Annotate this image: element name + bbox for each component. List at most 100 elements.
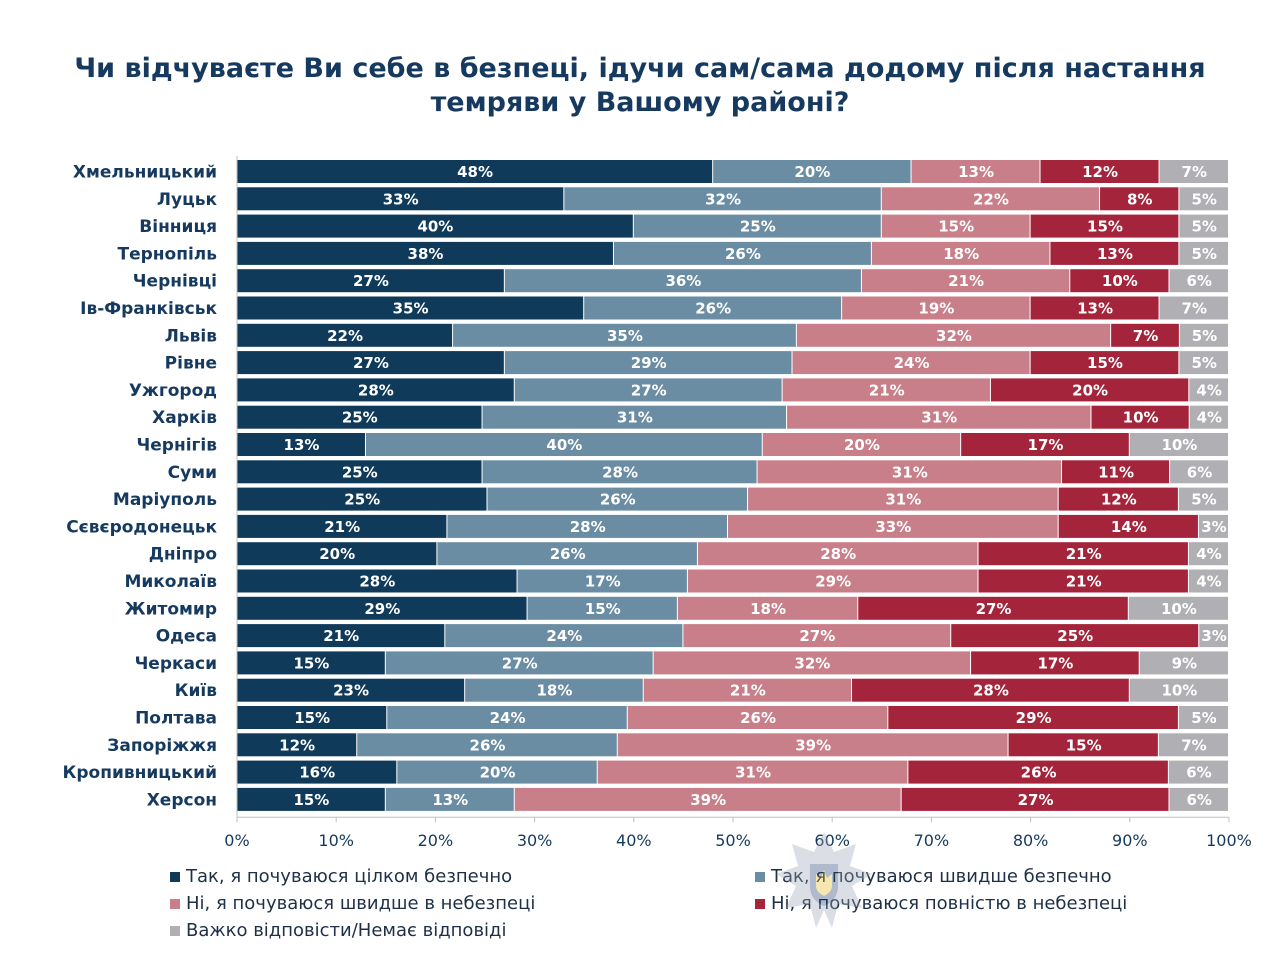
data-label: 13% [432, 791, 468, 809]
bar-segment [1030, 214, 1179, 238]
x-tick-label: 0% [224, 831, 249, 850]
data-label: 3% [1201, 518, 1226, 536]
data-label: 10% [1161, 436, 1197, 454]
data-label: 22% [973, 190, 1009, 208]
bar-segment [1189, 378, 1228, 402]
data-label: 28% [570, 518, 606, 536]
bar-segment [1128, 596, 1228, 620]
data-label: 25% [344, 491, 380, 509]
data-label: 6% [1187, 791, 1212, 809]
data-label: 31% [921, 409, 957, 427]
data-label: 3% [1201, 627, 1226, 645]
category-label: Полтава [135, 709, 217, 729]
bar-segment [1070, 269, 1169, 293]
chart-title-line-1: Чи відчуваєте Ви себе в безпеці, ідучи с… [74, 53, 1206, 84]
bar-segment [385, 651, 653, 675]
data-label: 26% [1021, 764, 1057, 782]
data-label: 24% [894, 354, 930, 372]
data-label: 40% [417, 218, 453, 236]
bar-segment [1168, 760, 1228, 784]
data-label: 8% [1127, 190, 1152, 208]
data-label: 24% [546, 627, 582, 645]
category-label: Житомир [125, 599, 217, 619]
category-label: Луцьк [157, 190, 218, 210]
bar-segment [237, 706, 387, 729]
bar-segment [787, 405, 1091, 429]
bar-segment [453, 323, 796, 347]
bar-segment [365, 433, 762, 456]
bar-segment [237, 187, 564, 211]
data-label: 38% [408, 245, 444, 263]
data-label: 20% [319, 545, 355, 563]
bar-segment [762, 433, 961, 456]
x-tick-label: 80% [1013, 831, 1049, 850]
bar-segment [465, 678, 643, 702]
bar-segment [237, 624, 445, 648]
chart-title-line-2: темряви у Вашому районі? [430, 87, 850, 118]
category-label: Тернопіль [118, 244, 218, 264]
bar-segment [237, 160, 713, 183]
data-label: 31% [892, 463, 928, 481]
bar-segment [564, 187, 881, 211]
data-label: 35% [607, 327, 643, 345]
bar-segment [1030, 296, 1159, 320]
data-label: 6% [1187, 272, 1212, 290]
bar-segment [527, 596, 677, 620]
data-label: 31% [617, 409, 653, 427]
bar-segment [237, 569, 517, 593]
data-label: 21% [730, 682, 766, 700]
data-label: 9% [1172, 654, 1197, 672]
data-label: 28% [358, 381, 394, 399]
category-label: Чернівці [133, 272, 217, 292]
category-label: Львів [165, 326, 217, 346]
data-label: 15% [1066, 736, 1102, 754]
data-label: 29% [1016, 709, 1052, 727]
data-label: 22% [327, 327, 363, 345]
bar-segment [1178, 487, 1228, 511]
data-label: 33% [875, 518, 911, 536]
bar-segment [796, 323, 1111, 347]
bar-segment [397, 760, 597, 784]
data-label: 26% [725, 245, 761, 263]
bar-segment [697, 542, 978, 566]
data-label: 20% [480, 764, 516, 782]
bar-segment [357, 733, 617, 757]
category-label: Ужгород [129, 381, 217, 401]
category-label: Вінниця [139, 217, 217, 237]
data-label: 21% [869, 381, 905, 399]
x-tick-label: 90% [1112, 831, 1148, 850]
data-label: 7% [1182, 163, 1207, 181]
data-label: 21% [1066, 545, 1102, 563]
bar-segment [1188, 542, 1228, 566]
bar-segment [792, 351, 1030, 375]
data-label: 36% [665, 272, 701, 290]
data-label: 25% [740, 218, 776, 236]
bar-segment [727, 514, 1058, 538]
category-label: Дніпро [149, 545, 217, 565]
bar-segment [584, 296, 842, 320]
data-label: 27% [502, 654, 538, 672]
bar-segment [617, 733, 1008, 757]
data-label: 39% [690, 791, 726, 809]
data-label: 13% [958, 163, 994, 181]
data-label: 18% [943, 245, 979, 263]
x-tick-label: 20% [418, 831, 454, 850]
bar-segment [482, 460, 757, 484]
bar-segment [1158, 733, 1228, 757]
police-emblem-icon [776, 832, 872, 928]
bar-segment [237, 542, 437, 566]
bar-segment [961, 433, 1129, 456]
bar-segment [1062, 460, 1170, 484]
bar-segment [1170, 460, 1228, 484]
bar-segment [1179, 214, 1228, 238]
category-label: Сєвєродонецьк [66, 517, 217, 537]
data-label: 10% [1161, 600, 1197, 618]
bar-segment [437, 542, 697, 566]
data-label: 5% [1191, 709, 1216, 727]
bar-segment [237, 787, 385, 811]
data-label: 31% [735, 764, 771, 782]
category-label: Чернігів [137, 436, 218, 456]
data-label: 28% [973, 682, 1009, 700]
data-label: 33% [383, 190, 419, 208]
